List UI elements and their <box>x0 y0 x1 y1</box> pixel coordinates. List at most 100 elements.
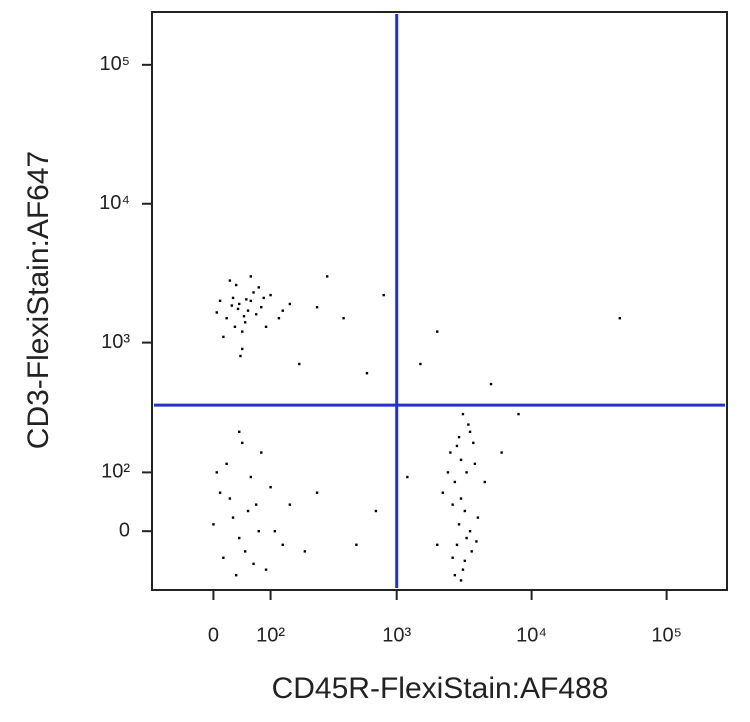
dot <box>281 309 284 312</box>
x-tick-label: 10³ <box>382 624 411 646</box>
dot <box>225 462 228 466</box>
dot <box>365 372 369 375</box>
dot <box>449 451 452 454</box>
dot <box>212 523 215 526</box>
dot <box>262 296 265 300</box>
dot <box>489 382 493 386</box>
dot <box>468 430 472 433</box>
dot <box>459 497 463 500</box>
dot <box>238 430 241 433</box>
x-axis-title: CD45R-FlexiStain:AF488 <box>272 672 609 705</box>
dot <box>218 491 222 494</box>
dot <box>406 475 409 479</box>
y-tick-label: 10⁵ <box>99 53 130 75</box>
dot <box>618 316 622 320</box>
dot <box>231 296 235 300</box>
dot <box>246 509 250 513</box>
dot <box>459 458 463 462</box>
dot <box>239 354 242 358</box>
dot <box>254 503 258 506</box>
dot <box>457 523 461 526</box>
dot <box>269 293 272 297</box>
dot <box>461 412 465 416</box>
dot <box>461 568 465 571</box>
dot <box>459 579 463 582</box>
dot <box>451 556 454 559</box>
dot <box>249 275 253 278</box>
dot <box>467 423 470 426</box>
dot <box>238 302 241 306</box>
dot <box>241 330 244 333</box>
dot <box>215 471 218 474</box>
dot <box>269 485 272 489</box>
dot <box>355 543 358 546</box>
plot-frame <box>151 11 728 591</box>
dot <box>241 347 244 351</box>
dot <box>436 543 439 546</box>
dot <box>234 573 238 577</box>
y-axis-title: CD3-FlexiStain:AF647 <box>22 151 55 449</box>
dot <box>303 550 307 553</box>
dot <box>382 293 385 297</box>
dot <box>472 441 475 445</box>
dot <box>470 550 473 553</box>
dot <box>475 540 478 543</box>
dot <box>298 362 301 366</box>
dot <box>243 321 247 324</box>
y-tick-label: 10³ <box>101 331 130 353</box>
x-tick-label: 10⁴ <box>516 624 547 646</box>
dot <box>273 529 277 533</box>
dot <box>277 316 281 320</box>
dot <box>342 316 345 320</box>
dot <box>218 299 222 303</box>
dot <box>228 279 232 282</box>
dot <box>228 497 232 500</box>
dot <box>225 316 228 320</box>
dot <box>468 529 472 533</box>
dot <box>281 543 284 546</box>
dot <box>238 536 241 540</box>
dot <box>453 573 457 577</box>
dot <box>465 471 468 474</box>
dot <box>252 291 255 294</box>
dot <box>260 306 263 309</box>
dot <box>465 536 468 540</box>
dot <box>288 503 292 506</box>
dot <box>249 475 253 479</box>
dot <box>231 516 235 519</box>
dot <box>230 304 233 307</box>
dot <box>260 451 263 454</box>
dot <box>288 302 292 306</box>
dot <box>453 480 457 484</box>
dot <box>257 286 260 289</box>
dot <box>264 568 268 571</box>
dot <box>315 306 319 309</box>
dot <box>252 562 255 566</box>
dot <box>315 491 319 494</box>
dot <box>374 509 378 513</box>
dot <box>419 362 422 366</box>
dot <box>246 309 250 312</box>
dot <box>222 556 225 559</box>
dot <box>463 509 467 513</box>
dot <box>455 444 459 448</box>
dot <box>233 325 237 329</box>
dot <box>222 335 225 339</box>
dot <box>234 283 238 287</box>
x-tick-label: 10² <box>256 624 285 646</box>
x-tick-label: 0 <box>208 624 219 646</box>
y-tick-label: 10⁴ <box>99 192 130 214</box>
dot <box>451 503 454 506</box>
dot <box>473 462 477 466</box>
dot <box>241 441 244 445</box>
dot <box>457 435 461 439</box>
dot <box>441 491 445 494</box>
dot <box>517 412 520 416</box>
dot <box>463 559 467 563</box>
dot <box>249 299 253 303</box>
dot <box>500 451 503 454</box>
dot <box>257 529 260 533</box>
dot <box>215 311 218 314</box>
dot <box>476 516 480 519</box>
dot <box>242 315 246 318</box>
